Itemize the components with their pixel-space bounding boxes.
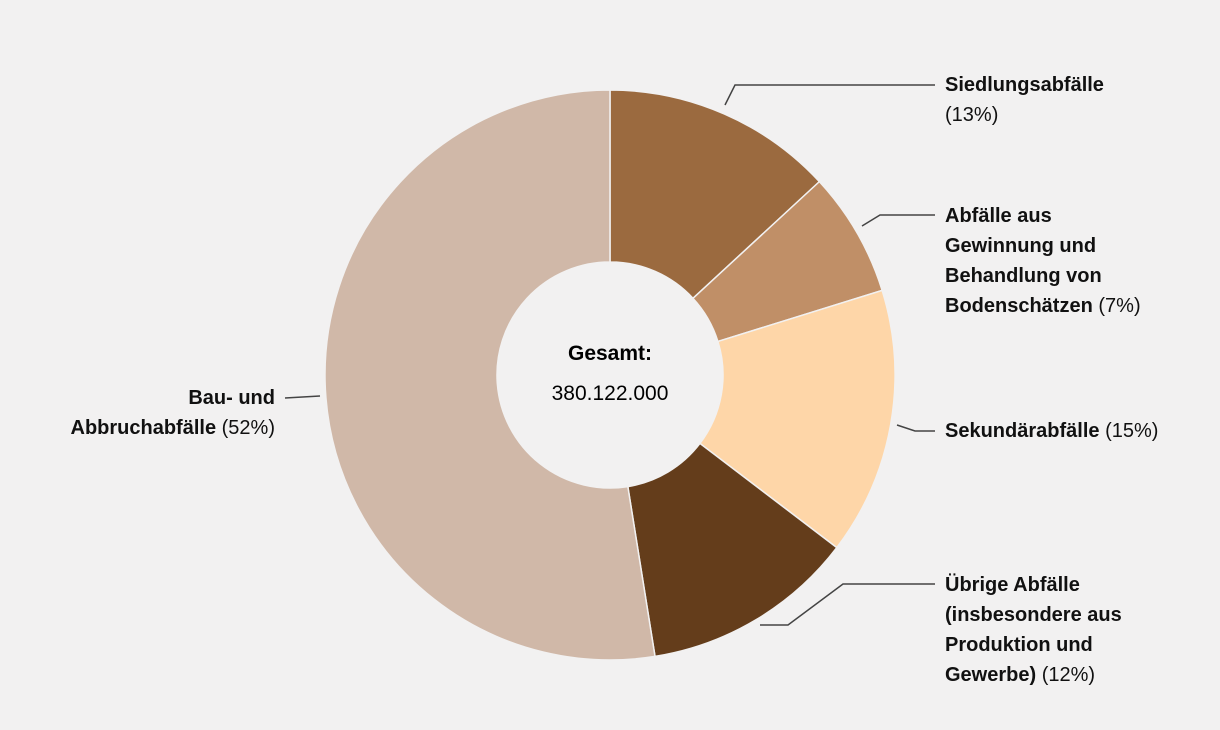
- value-label: (13%): [945, 104, 999, 126]
- value-label: (52%): [221, 417, 275, 439]
- category-label: Siedlungsabfälle: [945, 74, 1104, 96]
- slice: [698, 289, 896, 549]
- center-value: 380.122.000: [552, 382, 669, 405]
- leader-line: [861, 214, 935, 227]
- slice: [626, 442, 838, 658]
- slice-label: Bau- und Abbruchabfälle (52%): [45, 383, 276, 443]
- leader-line: [724, 84, 935, 106]
- slice: [609, 89, 821, 300]
- category-label: Abfälle aus Gewinnung und Behandlung von…: [945, 205, 1102, 317]
- value-label: (12%): [1041, 664, 1096, 686]
- leader-line: [284, 395, 321, 399]
- slice: [324, 89, 656, 661]
- leader-line: [896, 424, 935, 432]
- value-label: (7%): [1098, 295, 1141, 317]
- category-label: Bau- und Abbruchabfälle: [70, 387, 276, 439]
- slice-label: Abfälle aus Gewinnung und Behandlung von…: [945, 201, 1155, 321]
- center-title: Gesamt:: [568, 342, 652, 365]
- category-label: Sekundärabfälle: [945, 420, 1100, 442]
- slice-label: Siedlungsabfälle (13%): [945, 70, 1155, 130]
- slice-label: Sekundärabfälle (15%): [945, 416, 1205, 446]
- value-label: (15%): [1105, 420, 1159, 442]
- category-label: Übrige Abfälle (insbesondere aus Produkt…: [945, 574, 1122, 686]
- slice-label: Übrige Abfälle (insbesondere aus Produkt…: [945, 570, 1155, 690]
- leader-lines: [284, 84, 935, 626]
- leader-line: [760, 583, 935, 626]
